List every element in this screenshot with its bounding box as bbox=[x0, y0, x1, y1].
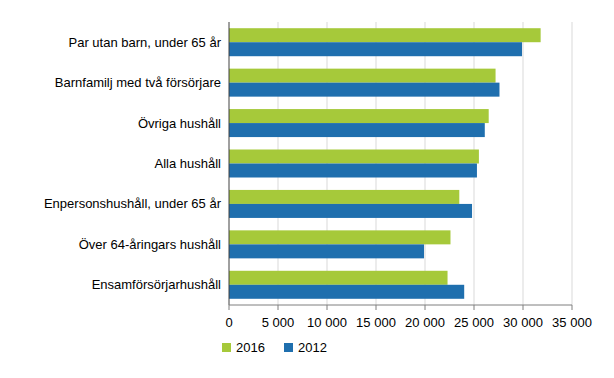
tick-mark bbox=[327, 305, 328, 310]
x-axis-line bbox=[229, 305, 572, 306]
bar bbox=[229, 123, 485, 137]
bar bbox=[229, 244, 424, 258]
bar bbox=[229, 109, 489, 123]
category-label: Par utan barn, under 65 år bbox=[69, 35, 222, 50]
bar bbox=[229, 83, 499, 97]
tick-mark bbox=[376, 305, 377, 310]
bar bbox=[229, 28, 541, 42]
bar bbox=[229, 204, 472, 218]
bar bbox=[229, 150, 479, 164]
grid-line bbox=[523, 22, 524, 305]
tick-label: 30 000 bbox=[503, 315, 543, 330]
bar bbox=[229, 42, 522, 56]
category-label: Övriga hushåll bbox=[138, 116, 221, 131]
tick-label: 10 000 bbox=[307, 315, 347, 330]
category-label: Över 64-åringars hushåll bbox=[79, 237, 221, 252]
tick-mark bbox=[572, 305, 573, 310]
bar bbox=[229, 271, 448, 285]
tick-mark bbox=[425, 305, 426, 310]
bar bbox=[229, 230, 450, 244]
bar bbox=[229, 69, 496, 83]
tick-mark bbox=[474, 305, 475, 310]
chart-container: 0 5 000 10 000 15 000 20 000 25 000 30 000 35 0… bbox=[0, 0, 614, 378]
bar bbox=[229, 190, 459, 204]
tick-mark bbox=[278, 305, 279, 310]
grid-line bbox=[572, 22, 573, 305]
bar bbox=[229, 164, 477, 178]
tick-label: 20 000 bbox=[405, 315, 445, 330]
tick-mark bbox=[229, 305, 230, 310]
category-label: Alla hushåll bbox=[155, 156, 222, 171]
legend-label: 2012 bbox=[298, 340, 327, 355]
tick-label: 35 000 bbox=[552, 315, 592, 330]
tick-label: 15 000 bbox=[356, 315, 396, 330]
category-label: Barnfamilj med två försörjare bbox=[55, 75, 221, 90]
tick-label: 25 000 bbox=[454, 315, 494, 330]
category-label: Ensamförsörjarhushåll bbox=[92, 277, 221, 292]
bar bbox=[229, 285, 464, 299]
legend-label: 2016 bbox=[236, 340, 265, 355]
legend-swatch bbox=[222, 343, 231, 352]
tick-label: 5 000 bbox=[262, 315, 295, 330]
chart-svg: 0 5 000 10 000 15 000 20 000 25 000 30 000 35 0… bbox=[0, 0, 614, 378]
category-label: Enpersonshushåll, under 65 år bbox=[44, 196, 222, 211]
y-axis-line bbox=[229, 22, 230, 305]
tick-mark bbox=[523, 305, 524, 310]
legend-swatch bbox=[284, 343, 293, 352]
tick-label: 0 bbox=[225, 315, 232, 330]
bars bbox=[229, 28, 541, 299]
